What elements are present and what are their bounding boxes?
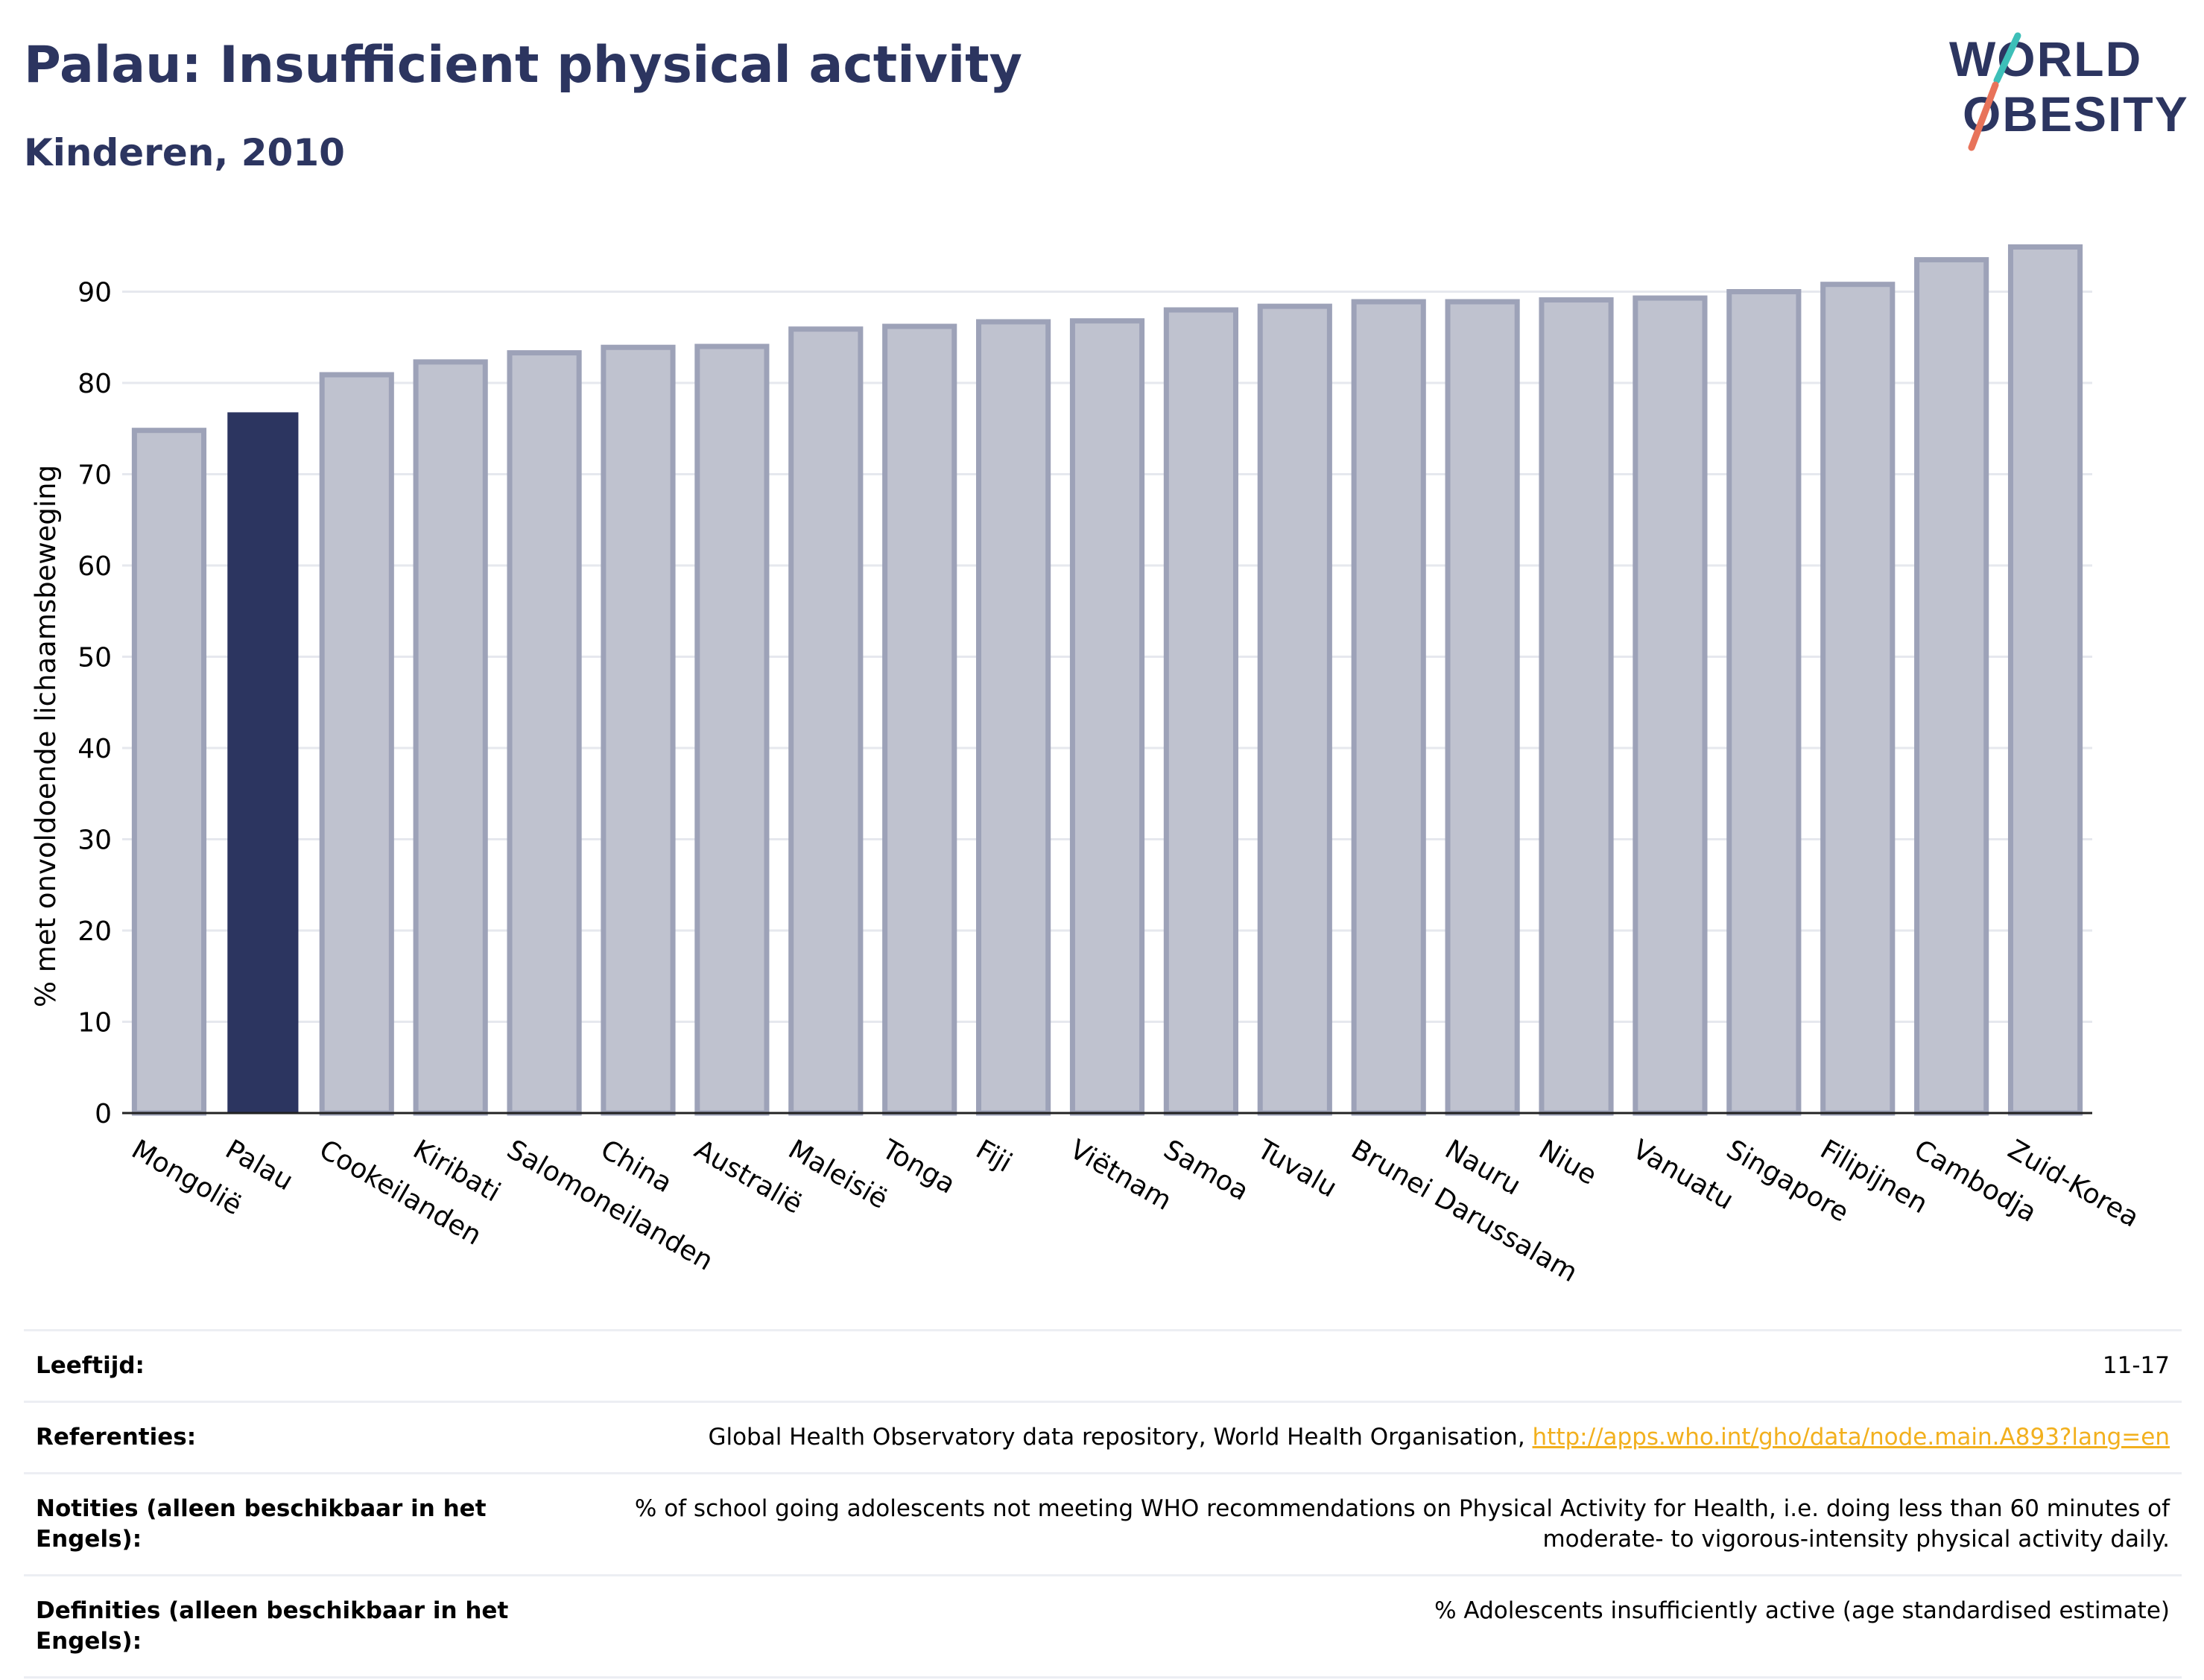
footer-label: Leeftijd: <box>36 1352 145 1379</box>
footer-label: Notities (alleen beschikbaar in het Enge… <box>36 1495 487 1553</box>
x-tick-label: Vanuatu <box>1627 1134 1738 1216</box>
page-subtitle: Kinderen, 2010 <box>24 131 345 174</box>
world-obesity-logo: WORLD OBESITY <box>1949 31 2189 151</box>
footer-row-definitions: Definities (alleen beschikbaar in het En… <box>24 1574 2182 1679</box>
bar-fiji <box>976 319 1051 1116</box>
y-tick-label: 70 <box>77 460 112 491</box>
bar-maleisi- <box>788 326 864 1116</box>
y-tick-labels: 0 10 20 30 40 50 60 70 80 90 <box>77 278 112 1130</box>
footer-table: Leeftijd: 11-17 Referenties: Global Heal… <box>24 1329 2182 1679</box>
bar-china <box>601 344 676 1116</box>
bar-kiribati <box>413 359 488 1116</box>
logo-line1: WORLD <box>1949 31 2142 86</box>
bar-palau <box>227 412 299 1114</box>
bar-vanuatu <box>1633 295 1708 1116</box>
y-tick-label: 30 <box>77 825 112 856</box>
bar-mongoli- <box>131 428 207 1116</box>
x-tick-label: Fiji <box>971 1134 1017 1179</box>
bar-nauru <box>1445 299 1520 1116</box>
y-axis-label: % met onvoldoende lichaamsbeweging <box>30 465 62 1007</box>
x-tick-label: Viëtnam <box>1065 1134 1177 1217</box>
bar-samoa <box>1163 307 1238 1116</box>
reference-text: Global Health Observatory data repositor… <box>708 1424 1533 1451</box>
y-tick-label: 80 <box>77 369 112 399</box>
logo-line2: OBESITY <box>1963 86 2189 142</box>
footer-row-references: Referenties: Global Health Observatory d… <box>24 1401 2182 1472</box>
footer-value: Global Health Observatory data repositor… <box>513 1422 2170 1453</box>
reference-link[interactable]: http://apps.who.int/gho/data/node.main.A… <box>1532 1424 2170 1451</box>
bar-vi-tnam <box>1069 318 1145 1116</box>
x-tick-label: Australië <box>689 1134 807 1220</box>
page-title: Palau: Insufficient physical activity <box>24 36 1022 95</box>
bar-zuid-korea <box>2007 244 2083 1116</box>
footer-value: % of school going adolescents not meetin… <box>634 1495 2170 1553</box>
bar-tuvalu <box>1257 303 1332 1116</box>
x-tick-label: Tuvalu <box>1252 1134 1342 1204</box>
footer-value: 11-17 <box>2102 1352 2170 1379</box>
x-tick-label: Cookeilanden <box>314 1134 486 1251</box>
bars <box>131 244 2083 1116</box>
bar-filipijnen <box>1820 282 1896 1116</box>
x-tick-label: Niue <box>1533 1134 1601 1191</box>
bar-cambodja <box>1914 257 1989 1116</box>
footer-value: % Adolescents insufficiently active (age… <box>1434 1597 2170 1624</box>
footer-row-age: Leeftijd: 11-17 <box>24 1329 2182 1401</box>
y-tick-label: 50 <box>77 643 112 673</box>
footer-label: Definities (alleen beschikbaar in het En… <box>36 1597 509 1655</box>
bar-brunei-darussalam <box>1351 299 1426 1116</box>
y-tick-label: 90 <box>77 278 112 308</box>
bar-salomoneilanden <box>507 350 582 1116</box>
bar-niue <box>1539 297 1614 1116</box>
footer-label: Referenties: <box>36 1424 197 1451</box>
bar-tonga <box>882 323 957 1116</box>
bar-australi- <box>694 343 770 1116</box>
y-tick-label: 10 <box>77 1008 112 1039</box>
y-tick-label: 0 <box>95 1099 112 1129</box>
y-tick-label: 40 <box>77 734 112 764</box>
footer-row-notes: Notities (alleen beschikbaar in het Enge… <box>24 1472 2182 1574</box>
y-tick-label: 60 <box>77 551 112 582</box>
bar-cookeilanden <box>319 372 394 1116</box>
y-tick-label: 20 <box>77 916 112 947</box>
bar-singapore <box>1726 289 1802 1116</box>
